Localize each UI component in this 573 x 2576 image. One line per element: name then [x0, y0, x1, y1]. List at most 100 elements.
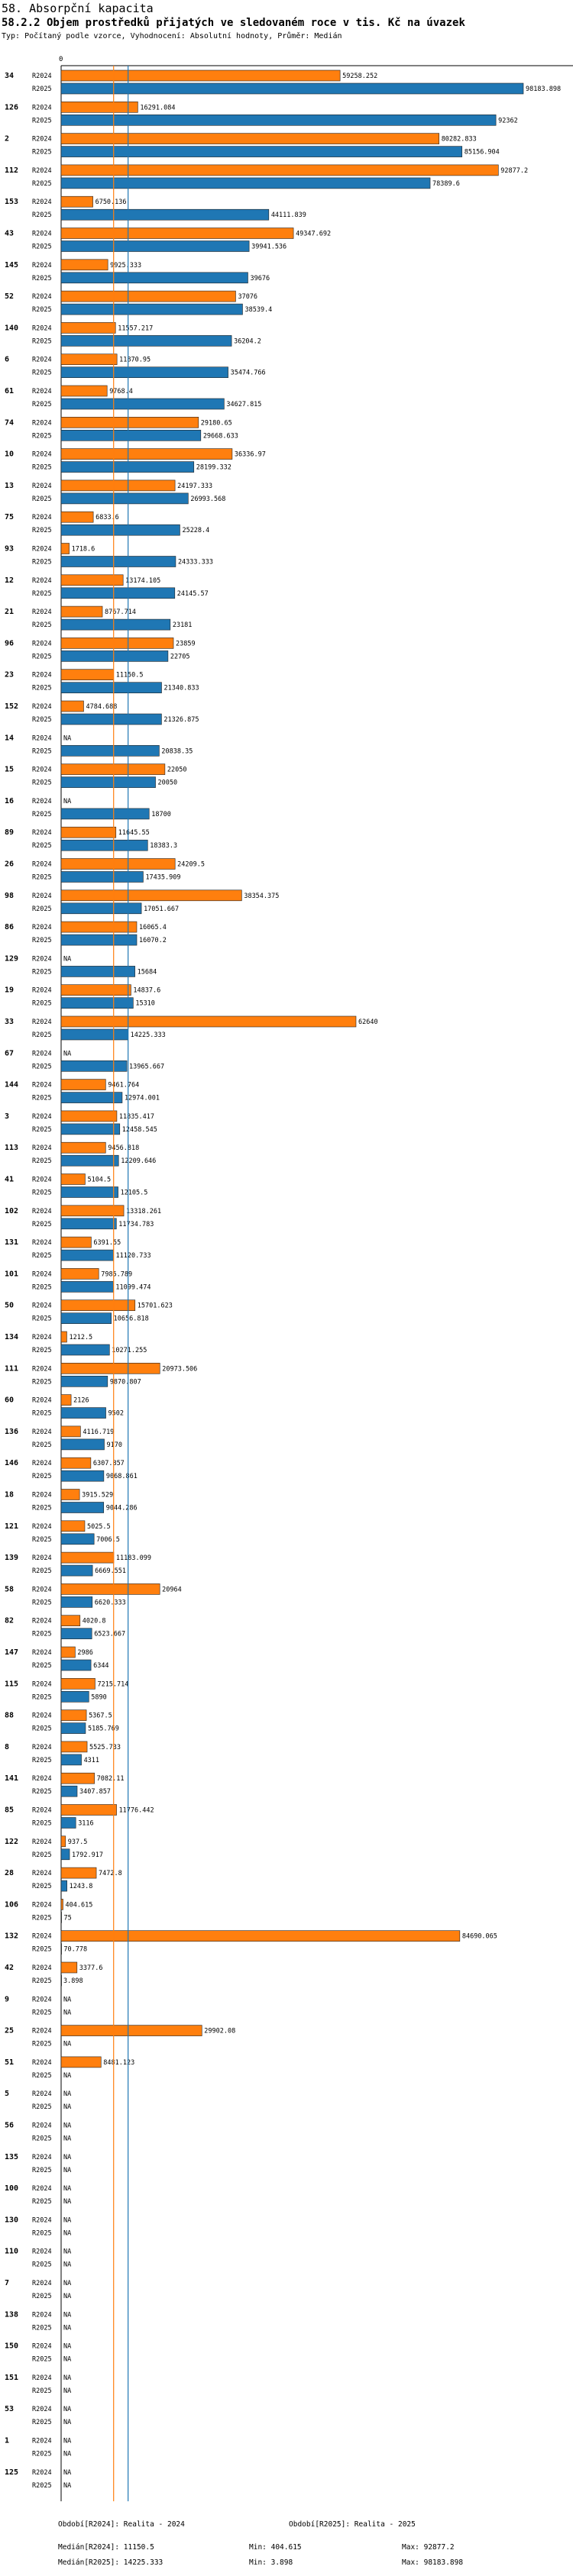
- category-label: 2: [5, 135, 9, 144]
- category-label: 18: [5, 1491, 14, 1499]
- category-label: 112: [5, 166, 18, 175]
- category-label: 146: [5, 1459, 18, 1467]
- bar-r2024: [60, 1930, 461, 1942]
- series-label: R2024: [32, 861, 52, 869]
- series-label: R2024: [32, 293, 52, 301]
- series-label: R2024: [32, 2311, 52, 2319]
- data-label: 25228.4: [182, 527, 209, 534]
- category-label: 19: [5, 986, 14, 995]
- bar-r2025: [60, 1502, 105, 1513]
- bar-r2025: [60, 650, 169, 662]
- series-label: R2024: [32, 2438, 52, 2445]
- bar-r2025: [60, 1344, 110, 1356]
- data-label: 3116: [78, 1820, 93, 1828]
- category-label: 111: [5, 1364, 18, 1373]
- series-label: R2024: [32, 2185, 52, 2193]
- category-label: 106: [5, 1900, 18, 1909]
- bar-r2024: [60, 1489, 80, 1500]
- data-label: NA: [63, 1996, 71, 2003]
- bar-r2024: [60, 1299, 136, 1311]
- data-label: 9461.764: [108, 1082, 139, 1089]
- series-label: R2024: [32, 1113, 52, 1121]
- category-label: 153: [5, 198, 18, 206]
- series-label: R2024: [32, 640, 52, 647]
- data-label: NA: [63, 2198, 71, 2206]
- category-label: 10: [5, 450, 14, 459]
- data-label: 59258.252: [342, 73, 377, 80]
- bar-r2024: [60, 1079, 106, 1090]
- bar-r2024: [60, 1425, 81, 1438]
- series-label: R2024: [32, 2280, 52, 2287]
- data-label: 21326.875: [163, 716, 199, 724]
- series-label: R2025: [32, 2229, 52, 2237]
- bar-r2025: [60, 492, 189, 505]
- series-label: R2025: [32, 2135, 52, 2143]
- bar-r2025: [60, 1060, 128, 1072]
- bar-r2024: [60, 1110, 118, 1122]
- data-label: NA: [63, 2438, 71, 2445]
- bar-r2025: [60, 82, 524, 95]
- bar-r2025: [60, 934, 138, 946]
- data-label: 1212.5: [69, 1334, 92, 1341]
- category-label: 136: [5, 1428, 18, 1436]
- bar-r2024: [60, 574, 124, 586]
- data-label: 18700: [151, 811, 171, 818]
- series-label: R2024: [32, 167, 52, 175]
- bar-r2024: [60, 448, 233, 460]
- bar-r2024: [60, 69, 341, 82]
- series-label: R2024: [32, 2343, 52, 2351]
- series-label: R2025: [32, 2356, 52, 2364]
- series-label: R2025: [32, 1946, 52, 1954]
- bar-r2025: [60, 839, 148, 851]
- series-label: R2025: [32, 2451, 52, 2458]
- data-label: 36336.97: [235, 451, 266, 459]
- category-label: 96: [5, 639, 14, 647]
- data-label: 9170: [107, 1441, 122, 1449]
- series-label: R2025: [32, 1315, 52, 1323]
- category-label: 131: [5, 1238, 18, 1247]
- bar-r2024: [60, 2025, 202, 2036]
- category-label: 113: [5, 1144, 18, 1152]
- series-label: R2025: [32, 1441, 52, 1449]
- data-label: 36204.2: [234, 337, 261, 345]
- series-label: R2024: [32, 1050, 52, 1057]
- bar-r2024: [60, 1363, 160, 1374]
- series-label: R2024: [32, 2028, 52, 2035]
- series-label: R2025: [32, 527, 52, 534]
- data-label: 35474.766: [231, 370, 266, 377]
- bar-r2024: [60, 1331, 67, 1343]
- data-label: NA: [63, 2185, 71, 2193]
- series-label: R2025: [32, 2387, 52, 2395]
- category-label: 110: [5, 2248, 18, 2256]
- category-label: 121: [5, 1522, 18, 1531]
- data-label: NA: [63, 2167, 71, 2174]
- series-label: R2025: [32, 2198, 52, 2206]
- data-label: 5525.733: [89, 1744, 121, 1751]
- data-label: 12974.001: [125, 1095, 160, 1102]
- series-label: R2025: [32, 149, 52, 157]
- series-label: R2024: [32, 924, 52, 931]
- bar-r2025: [60, 618, 171, 631]
- data-label: 5025.5: [87, 1523, 111, 1531]
- series-label: R2024: [32, 1901, 52, 1909]
- data-label: 22050: [167, 767, 187, 774]
- data-label: 4020.8: [83, 1618, 106, 1625]
- bar-r2024: [60, 984, 131, 996]
- series-label: R2025: [32, 2324, 52, 2332]
- bar-r2025: [60, 240, 250, 252]
- series-label: R2025: [32, 464, 52, 472]
- data-label: 34627.815: [226, 401, 261, 408]
- series-label: R2024: [32, 2469, 52, 2477]
- category-label: 75: [5, 513, 14, 521]
- series-label: R2024: [32, 199, 52, 206]
- x-tick-label: 0: [59, 56, 63, 63]
- data-label: 6669.551: [95, 1567, 126, 1575]
- bar-r2025: [60, 398, 225, 410]
- bar-r2024: [60, 1835, 66, 1848]
- category-label: 134: [5, 1333, 18, 1341]
- bar-r2024: [60, 133, 439, 144]
- category-label: 101: [5, 1270, 18, 1278]
- data-label: 9456.818: [108, 1144, 139, 1152]
- series-label: R2024: [32, 1303, 52, 1310]
- data-label: 80282.833: [442, 136, 477, 144]
